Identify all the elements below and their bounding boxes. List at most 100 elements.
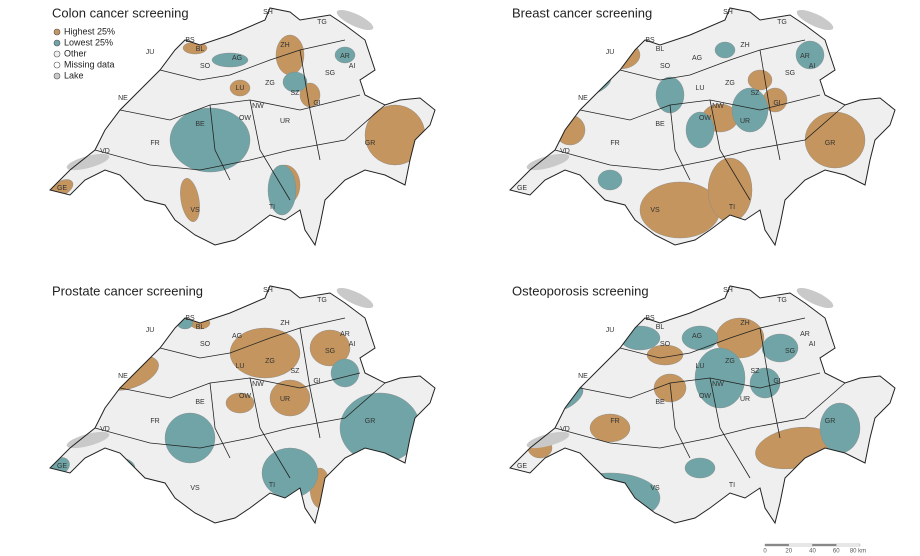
canton-label: BE — [195, 399, 205, 406]
canton-border — [249, 99, 291, 201]
region — [339, 392, 421, 464]
region — [229, 79, 251, 97]
region — [492, 462, 508, 474]
canton-label: SG — [785, 348, 795, 355]
canton-label: FR — [150, 140, 159, 147]
canton-label: FR — [610, 418, 619, 425]
canton-label: JU — [606, 327, 615, 334]
canton-label: BE — [195, 121, 205, 128]
canton-border — [759, 49, 781, 161]
canton-label: SH — [263, 9, 273, 16]
region — [269, 379, 311, 417]
canton-border — [119, 94, 361, 121]
canton-label: AG — [692, 333, 702, 340]
canton-label: OW — [699, 115, 711, 122]
canton-label: LU — [236, 85, 245, 92]
scale-label: 80 km — [850, 549, 866, 555]
canton-label: ZG — [725, 358, 735, 365]
region — [282, 71, 308, 93]
canton-label: VS — [190, 485, 200, 492]
canton-border — [669, 104, 691, 181]
canton-label: SZ — [751, 368, 761, 375]
canton-label: GL — [313, 100, 322, 107]
canton-label: BE — [655, 399, 665, 406]
canton-label: ZH — [740, 320, 749, 327]
canton-label: GE — [57, 463, 67, 470]
lake — [336, 287, 374, 309]
canton-label: TG — [777, 19, 787, 26]
canton-border — [159, 39, 346, 81]
canton-label: BL — [656, 46, 665, 53]
canton-label: AG — [232, 333, 242, 340]
canton-label: TG — [317, 297, 327, 304]
canton-label: BS — [645, 37, 655, 44]
canton-label: BS — [645, 315, 655, 322]
scale-label: 40 — [809, 549, 816, 555]
canton-label: GE — [517, 185, 527, 192]
canton-label: NE — [578, 95, 588, 102]
scale-label: 20 — [785, 549, 792, 555]
canton-label: SG — [325, 348, 335, 355]
legend-swatch — [53, 50, 61, 58]
canton-label: TI — [269, 482, 275, 489]
canton-label: GR — [825, 418, 836, 425]
region — [261, 447, 319, 499]
legend-label: Lake — [64, 70, 84, 80]
canton-label: NE — [578, 373, 588, 380]
canton-border — [94, 382, 386, 449]
canton-label: GR — [365, 140, 376, 147]
canton-label: ZH — [280, 320, 289, 327]
region — [734, 500, 756, 523]
canton-label: BE — [655, 121, 665, 128]
canton-label: FR — [610, 140, 619, 147]
canton-label: FR — [150, 418, 159, 425]
canton-label: GL — [773, 378, 782, 385]
canton-label: SO — [660, 341, 671, 348]
canton-border — [619, 317, 806, 359]
canton-label: GE — [517, 463, 527, 470]
canton-label: SG — [785, 70, 795, 77]
region — [761, 333, 799, 363]
canton-label: ZG — [265, 358, 275, 365]
canton-label: UR — [740, 118, 750, 125]
region — [267, 164, 297, 216]
canton-border — [159, 317, 346, 359]
canton-label: VS — [650, 485, 660, 492]
canton-label: SO — [200, 63, 211, 70]
canton-label: GE — [57, 185, 67, 192]
scale-segment — [788, 543, 813, 547]
region — [685, 111, 715, 149]
scale-label: 0 — [763, 549, 767, 555]
canton-label: VD — [100, 426, 110, 433]
region — [694, 347, 746, 409]
canton-label: BS — [185, 315, 195, 322]
lake — [526, 153, 570, 171]
scale-segment — [836, 543, 861, 547]
panel-title: Breast cancer screening — [512, 5, 652, 20]
region — [589, 413, 631, 443]
canton-border — [209, 382, 231, 459]
region — [707, 157, 753, 223]
canton-label: UR — [280, 396, 290, 403]
region — [681, 325, 719, 351]
canton-label: ZH — [740, 42, 749, 49]
canton-label: OW — [239, 115, 251, 122]
canton-label: AI — [809, 63, 816, 70]
scale-segment — [764, 543, 789, 547]
canton-label: LU — [236, 363, 245, 370]
canton-border — [554, 382, 846, 449]
legend-swatch — [53, 28, 61, 36]
canton-label: JU — [606, 49, 615, 56]
canton-label: GL — [313, 378, 322, 385]
canton-label: UR — [280, 118, 290, 125]
lake — [526, 431, 570, 449]
legend-label: Missing data — [64, 59, 115, 69]
scale-segment — [812, 543, 837, 547]
canton-label: SO — [660, 63, 671, 70]
region — [299, 82, 321, 108]
canton-border — [709, 377, 751, 479]
country-outline — [49, 7, 436, 247]
